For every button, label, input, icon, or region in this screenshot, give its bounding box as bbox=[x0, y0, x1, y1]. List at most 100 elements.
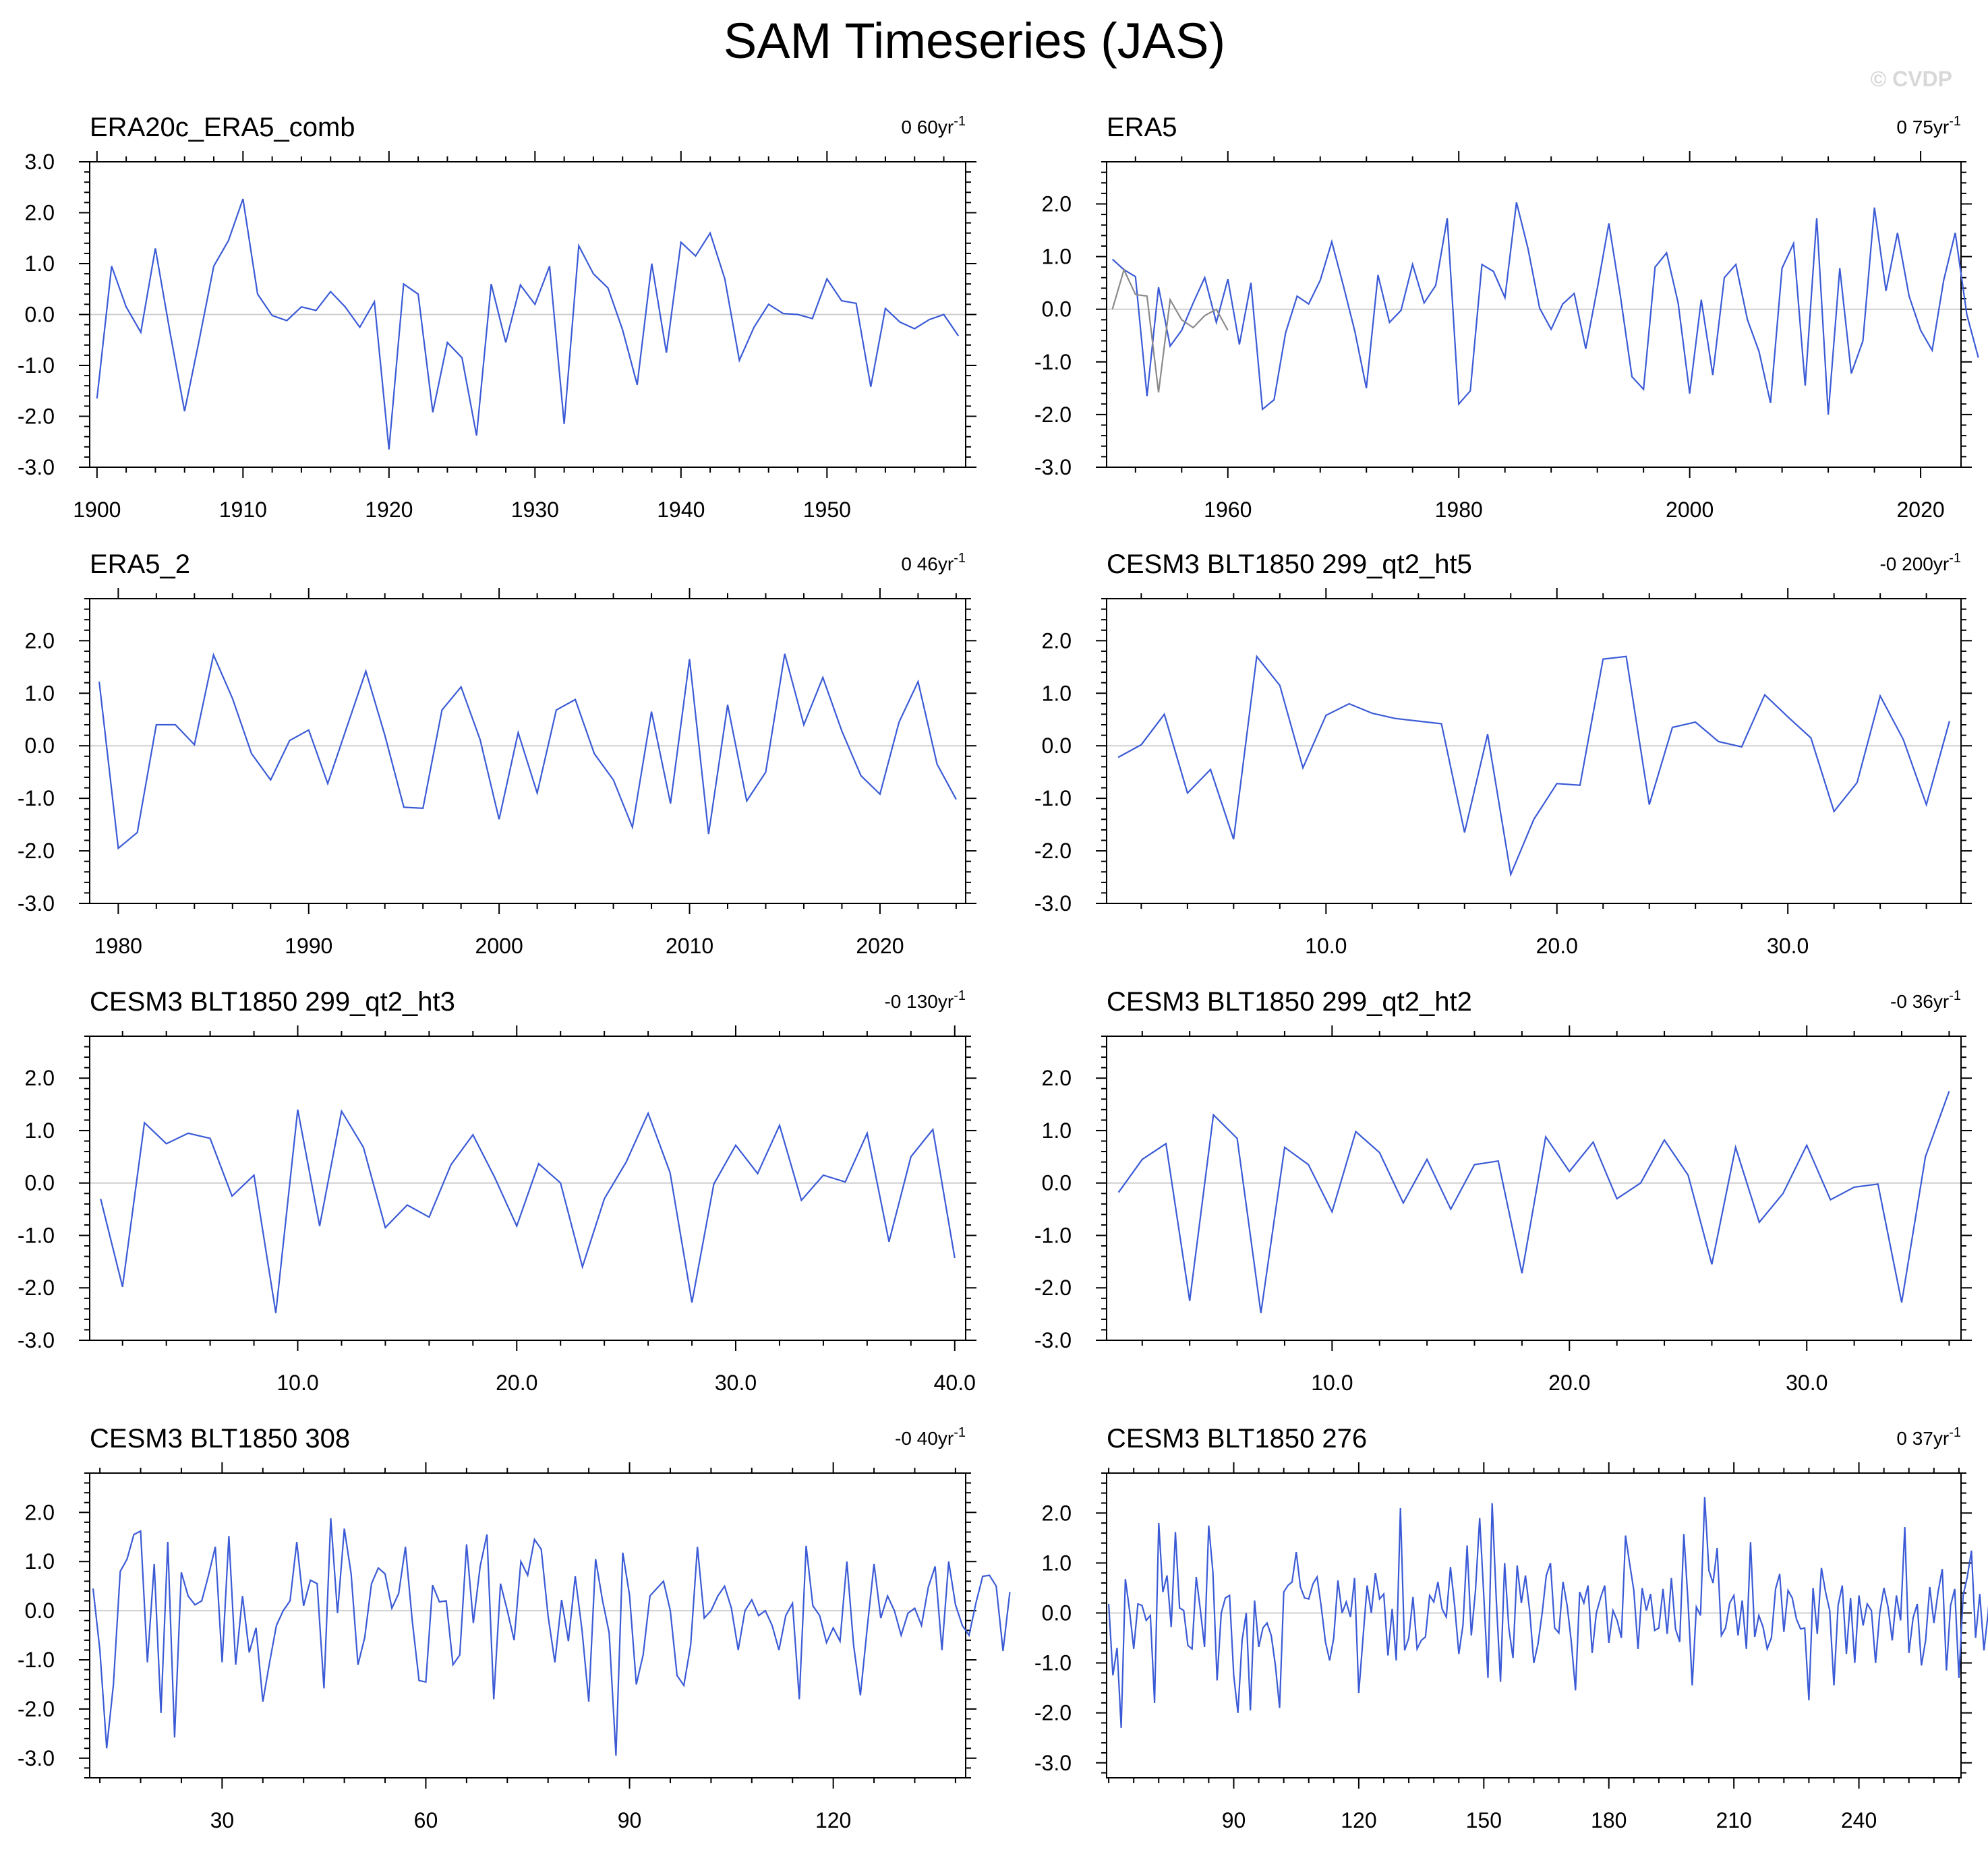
ytick-label: -3.0 bbox=[18, 455, 55, 479]
series-line-1 bbox=[1117, 654, 1950, 878]
ytick-label: -3.0 bbox=[1034, 1751, 1072, 1775]
xtick-label: 90 bbox=[618, 1808, 642, 1832]
panel-2: ERA5 0 75yr-1 2.0 1.0 0.0 -1.0 -2.0 -3.0 1960 198… bbox=[1034, 113, 1979, 522]
ytick-label: 2.0 bbox=[1042, 1066, 1072, 1090]
ytick-label: -1.0 bbox=[18, 786, 55, 810]
ytick-label: -1.0 bbox=[1034, 350, 1072, 374]
figure-title: SAM Timeseries (JAS) bbox=[724, 13, 1225, 69]
xtick-label: 1980 bbox=[1435, 498, 1483, 522]
ytick-label: -3.0 bbox=[1034, 891, 1072, 916]
xtick-label: 1920 bbox=[365, 498, 413, 522]
panel-5: CESM3 BLT1850 299_qt2_ht3 -0 130yr-1 2.0 1.… bbox=[18, 987, 976, 1395]
xtick-label: 90 bbox=[1222, 1808, 1246, 1832]
ytick-label: 1.0 bbox=[1042, 245, 1072, 269]
xtick-label: 1930 bbox=[511, 498, 559, 522]
ytick-label: 1.0 bbox=[25, 251, 55, 276]
xtick-label: 2000 bbox=[475, 934, 523, 958]
xtick-label: 20.0 bbox=[496, 1371, 537, 1395]
trend-exponent: -1 bbox=[954, 551, 966, 566]
trend-value: -0 200yr bbox=[1879, 554, 1949, 574]
ytick-label: -2.0 bbox=[18, 1276, 55, 1300]
xtick-label: 1960 bbox=[1204, 498, 1252, 522]
ytick-label: -3.0 bbox=[1034, 455, 1072, 479]
series-line-1 bbox=[1111, 202, 1979, 415]
panels-grid: ERA20c_ERA5_comb 0 60yr-13.02.01.00.0-1.0… bbox=[18, 113, 1988, 1832]
panel-title: CESM3 BLT1850 299_qt2_ht2 bbox=[1107, 987, 1472, 1017]
ytick-label: -1.0 bbox=[1034, 1223, 1072, 1247]
panel-title: ERA5_2 bbox=[90, 549, 190, 579]
ytick-label: -2.0 bbox=[1034, 839, 1072, 863]
xtick-label: 30.0 bbox=[1767, 934, 1809, 958]
series-line-1 bbox=[100, 1109, 956, 1313]
xtick-label: 2000 bbox=[1666, 498, 1714, 522]
xtick-label: 1950 bbox=[803, 498, 851, 522]
trend-label: -0 130yr-1 bbox=[884, 988, 966, 1012]
ytick-label: 1.0 bbox=[25, 1118, 55, 1143]
panel-title: ERA20c_ERA5_comb bbox=[90, 113, 355, 142]
ytick-label: 2.0 bbox=[1042, 1501, 1072, 1525]
ytick-label: -3.0 bbox=[18, 891, 55, 916]
xtick-label: 2020 bbox=[856, 934, 904, 958]
ytick-label: 2.0 bbox=[1042, 191, 1072, 216]
series-line-1 bbox=[1108, 1497, 1988, 1728]
ytick-label: 0.0 bbox=[25, 1171, 55, 1195]
ytick-label: 1.0 bbox=[25, 1549, 55, 1574]
xtick-label: 10.0 bbox=[1305, 934, 1347, 958]
ytick-label: 2.0 bbox=[25, 628, 55, 653]
ytick-label: 0.0 bbox=[1042, 1601, 1072, 1625]
trend-label: 0 75yr-1 bbox=[1896, 114, 1961, 138]
xtick-label: 1900 bbox=[73, 498, 121, 522]
plot-frame bbox=[89, 598, 966, 904]
ytick-label: -1.0 bbox=[1034, 1651, 1072, 1675]
series-line-1 bbox=[92, 1518, 1011, 1756]
ytick-label: -2.0 bbox=[18, 1697, 55, 1721]
series-line-1 bbox=[96, 198, 960, 450]
xtick-label: 60 bbox=[414, 1808, 438, 1832]
plot-frame bbox=[1106, 1472, 1962, 1778]
plot-frame bbox=[1106, 1036, 1962, 1341]
xtick-label: 2010 bbox=[666, 934, 713, 958]
ytick-label: 0.0 bbox=[1042, 297, 1072, 322]
ytick-label: -1.0 bbox=[18, 353, 55, 378]
ytick-label: 1.0 bbox=[1042, 1551, 1072, 1575]
xtick-label: 40.0 bbox=[934, 1371, 976, 1395]
series-line-2 bbox=[1111, 267, 1229, 393]
trend-label: 0 60yr-1 bbox=[901, 114, 966, 138]
trend-label: 0 46yr-1 bbox=[901, 551, 966, 574]
trend-exponent: -1 bbox=[1949, 1425, 1961, 1440]
trend-exponent: -1 bbox=[1949, 988, 1961, 1003]
panel-3: ERA5_2 0 46yr-1 2.0 1.0 0.0 -1.0 -2.0 -3.0 1980 1… bbox=[18, 549, 976, 958]
ytick-label: -2.0 bbox=[1034, 402, 1072, 427]
ytick-label: -2.0 bbox=[18, 405, 55, 429]
trend-label: -0 40yr-1 bbox=[895, 1425, 966, 1449]
ytick-label: 1.0 bbox=[1042, 1118, 1072, 1143]
panel-title: CESM3 BLT1850 299_qt2_ht3 bbox=[90, 987, 455, 1017]
trend-value: 0 60yr bbox=[901, 117, 954, 138]
trend-label: -0 36yr-1 bbox=[1890, 988, 1961, 1012]
ytick-label: 3.0 bbox=[25, 150, 55, 174]
xtick-label: 2020 bbox=[1896, 498, 1944, 522]
xtick-label: 10.0 bbox=[276, 1371, 318, 1395]
ytick-label: -3.0 bbox=[18, 1746, 55, 1770]
ytick-label: 0.0 bbox=[1042, 1171, 1072, 1195]
panel-7: CESM3 BLT1850 308 -0 40yr-1 2.0 1.0 0.0 -1.0 -… bbox=[18, 1424, 1011, 1832]
panel-title: ERA5 bbox=[1107, 113, 1177, 142]
xtick-label: 30 bbox=[210, 1808, 235, 1832]
ytick-label: 2.0 bbox=[25, 1066, 55, 1090]
xtick-label: 30.0 bbox=[1786, 1371, 1828, 1395]
ytick-label: 2.0 bbox=[25, 201, 55, 225]
ytick-label: 0.0 bbox=[25, 734, 55, 758]
trend-value: -0 40yr bbox=[895, 1428, 954, 1449]
trend-value: 0 46yr bbox=[901, 554, 954, 574]
trend-exponent: -1 bbox=[954, 988, 966, 1003]
ytick-label: -3.0 bbox=[1034, 1328, 1072, 1352]
trend-value: 0 37yr bbox=[1896, 1428, 1949, 1449]
series-line-1 bbox=[1117, 1091, 1950, 1313]
xtick-label: 1910 bbox=[219, 498, 267, 522]
panel-4: CESM3 BLT1850 299_qt2_ht5 -0 200yr-1 2.0 1.… bbox=[1034, 549, 1972, 958]
ytick-label: -2.0 bbox=[18, 839, 55, 863]
trend-value: -0 130yr bbox=[884, 991, 954, 1012]
panel-title: CESM3 BLT1850 308 bbox=[90, 1424, 350, 1454]
ytick-label: 1.0 bbox=[1042, 681, 1072, 705]
